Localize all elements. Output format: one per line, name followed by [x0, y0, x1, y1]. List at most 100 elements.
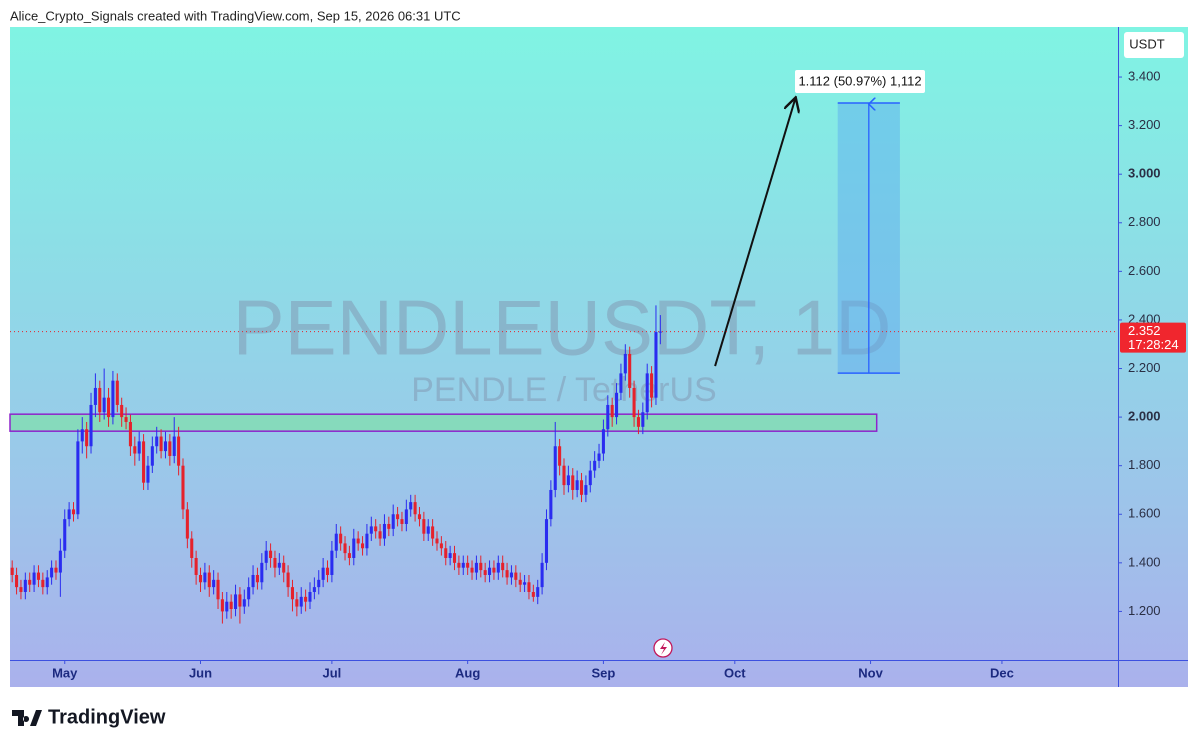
candle-body: [207, 572, 211, 588]
candle-body: [374, 526, 378, 532]
candle-body: [575, 480, 579, 490]
candle-body: [553, 446, 557, 490]
x-tick-label: Jul: [322, 665, 341, 680]
candle-body: [163, 441, 168, 452]
y-tick-label: 2.000: [1128, 409, 1161, 424]
candle-body: [76, 441, 80, 515]
candle-body: [247, 587, 251, 600]
candle-body: [216, 579, 220, 600]
candle-body: [308, 591, 312, 602]
candle-body: [146, 465, 150, 483]
candle-body: [356, 538, 360, 544]
candle-body: [177, 436, 181, 466]
candle-body: [212, 579, 216, 588]
candle-body: [413, 502, 417, 515]
candle-body: [610, 404, 614, 418]
last-price-box: [1120, 322, 1186, 353]
candle-body: [623, 353, 627, 374]
candle-body: [54, 567, 58, 573]
candle-body: [198, 574, 203, 583]
candle-body: [107, 397, 111, 418]
candle-body: [238, 594, 242, 607]
candle-body: [417, 514, 422, 520]
candle-body: [325, 567, 330, 575]
candle-body: [382, 523, 386, 539]
candle-body: [10, 567, 14, 575]
candle-body: [260, 562, 264, 583]
y-tick-label: 1.800: [1128, 457, 1161, 472]
candle-body: [422, 519, 426, 534]
candle-body: [159, 436, 163, 452]
candle-body: [584, 485, 588, 495]
candle-body: [80, 429, 84, 442]
candle-body: [636, 417, 640, 427]
bolt-icon[interactable]: [653, 638, 673, 658]
candle-body: [365, 533, 369, 549]
candle-body: [479, 562, 483, 571]
candle-body: [409, 502, 413, 510]
support-zone: [9, 413, 878, 432]
candle-body: [400, 519, 404, 524]
y-tick-label: 2.200: [1128, 360, 1161, 375]
candle-body: [531, 591, 535, 597]
unit-box: [1124, 32, 1184, 58]
candle-body: [461, 562, 465, 568]
candle-body: [282, 562, 286, 573]
candle-body: [597, 453, 601, 461]
candle-body: [321, 567, 325, 580]
candle-body: [98, 387, 102, 413]
candle-body: [111, 380, 115, 418]
candle-body: [483, 570, 487, 575]
candle-body: [474, 562, 478, 573]
y-unit: USDT: [1129, 36, 1164, 51]
candle-body: [387, 523, 391, 529]
candle-body: [444, 548, 448, 558]
candle-body: [619, 373, 623, 393]
candle-body: [32, 572, 36, 585]
candle-body: [536, 587, 540, 597]
candle-body: [299, 596, 303, 607]
y-tick-label: 3.400: [1128, 68, 1161, 83]
projection-arrow: [714, 99, 795, 367]
candle-body: [67, 509, 71, 520]
candle-body: [650, 373, 654, 398]
candle-body: [71, 509, 76, 515]
candle-body: [28, 579, 32, 585]
candle-body: [89, 404, 93, 447]
candle-body: [264, 550, 268, 563]
candle-body: [378, 531, 382, 539]
candle-body: [290, 587, 295, 600]
candle-body: [544, 519, 549, 563]
candle-body: [277, 562, 281, 568]
candle-body: [155, 436, 159, 447]
candle-body: [23, 579, 27, 592]
candle-body: [505, 570, 509, 578]
watermark-subtitle: PENDLE / TetherUS: [411, 371, 717, 409]
x-tick-label: Dec: [990, 665, 1014, 680]
candle-body: [540, 562, 544, 588]
candle-body: [19, 587, 23, 592]
candle-body: [457, 562, 461, 568]
candle-body: [352, 538, 356, 558]
candle-body: [93, 387, 97, 405]
tradingview-logo: TradingView: [12, 706, 166, 728]
header: Alice_Crypto_Signals created with Tradin…: [10, 8, 461, 23]
candle-body: [85, 429, 89, 447]
candle-body: [501, 562, 505, 571]
candle-body: [124, 417, 128, 422]
candle-body: [273, 557, 277, 568]
candle-body: [225, 601, 229, 612]
measure-label: 1.112 (50.97%) 1,112: [798, 73, 921, 88]
candle-body: [518, 579, 522, 585]
candle-body: [137, 441, 141, 454]
candle-body: [150, 446, 154, 466]
candle-body: [593, 460, 597, 471]
candle-body: [369, 526, 373, 534]
candle-body: [339, 533, 343, 544]
x-tick-label: Nov: [858, 665, 883, 680]
candle-body: [523, 582, 527, 585]
candle-body: [194, 557, 198, 575]
candle-body: [361, 543, 365, 549]
candle-body: [286, 572, 290, 588]
